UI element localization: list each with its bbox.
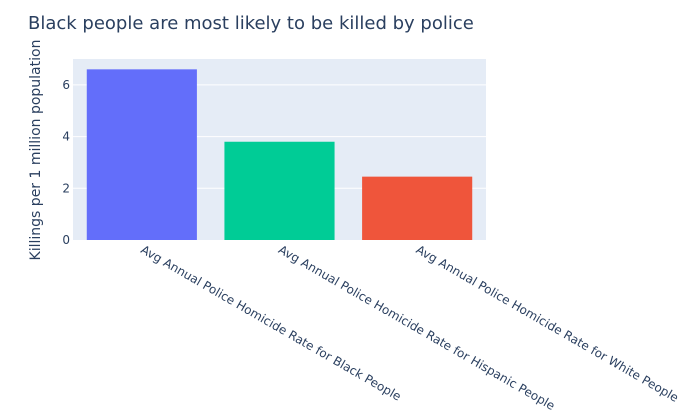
chart-title: Black people are most likely to be kille… — [28, 13, 474, 34]
x-tick-label: Avg Annual Police Homicide Rate for Hisp… — [276, 242, 557, 413]
y-tick-labels: 0 2 4 6 — [62, 78, 70, 247]
bar[interactable] — [224, 141, 335, 240]
y-axis-title: Killings per 1 million population — [28, 40, 44, 261]
bar[interactable] — [362, 176, 473, 240]
y-tick-label: 6 — [62, 78, 70, 92]
x-tick-labels: Avg Annual Police Homicide Rate for Blac… — [138, 242, 681, 413]
x-tick-label: Avg Annual Police Homicide Rate for Whit… — [414, 242, 681, 404]
y-tick-label: 0 — [62, 233, 70, 247]
bar[interactable] — [86, 69, 197, 240]
bars — [86, 69, 473, 240]
x-tick-label: Avg Annual Police Homicide Rate for Blac… — [138, 242, 403, 403]
y-tick-label: 2 — [62, 181, 70, 195]
y-tick-label: 4 — [62, 130, 70, 144]
